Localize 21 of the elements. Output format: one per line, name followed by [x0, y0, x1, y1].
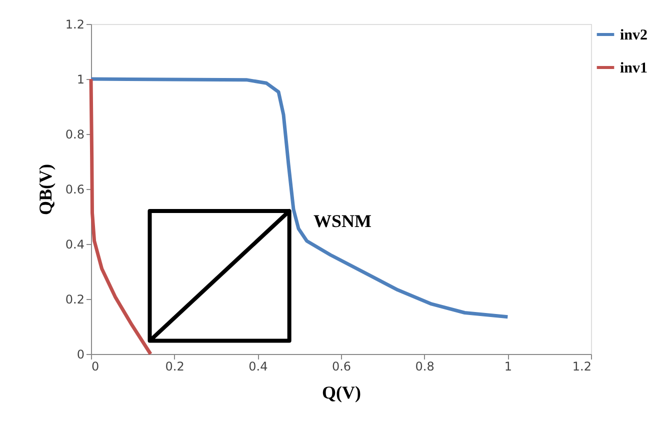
y-tick-label: 1 — [76, 72, 84, 86]
x-tick-label: 1 — [504, 360, 512, 374]
x-axis-title: Q(V) — [322, 382, 361, 402]
x-tick-label: 0.6 — [332, 360, 352, 374]
line-series — [89, 77, 152, 356]
y-tick-label: 1.2 — [65, 18, 84, 32]
legend-label: inv1 — [620, 60, 648, 76]
x-tick-label: 0.8 — [415, 360, 434, 374]
x-tick-label: 0.4 — [248, 360, 268, 374]
y-tick-label: 0.6 — [65, 182, 84, 196]
x-tick-label: 0.2 — [165, 360, 184, 374]
annotation: WSNM — [314, 211, 372, 231]
line-series — [89, 77, 510, 319]
y-axis-title: QB(V) — [35, 164, 56, 215]
legend-label: inv2 — [620, 28, 648, 44]
y-tick-label: 0.4 — [65, 238, 84, 252]
x-tick-label: 1.2 — [572, 360, 592, 374]
x-tick-label: 0 — [92, 360, 100, 374]
y-tick-label: 0.8 — [65, 128, 84, 142]
y-tick-label: 0 — [76, 348, 84, 362]
y-tick-label: 0.2 — [65, 292, 84, 306]
